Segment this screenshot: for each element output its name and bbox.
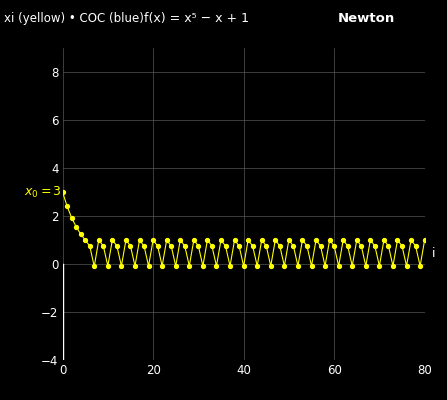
Text: xi (yellow) • COC (blue): xi (yellow) • COC (blue) bbox=[4, 12, 144, 25]
Text: Newton: Newton bbox=[338, 12, 395, 25]
Text: i: i bbox=[432, 247, 435, 260]
Text: f(x) = x⁵ − x + 1: f(x) = x⁵ − x + 1 bbox=[144, 12, 249, 25]
Text: $x_0 = 3$: $x_0 = 3$ bbox=[24, 184, 62, 200]
